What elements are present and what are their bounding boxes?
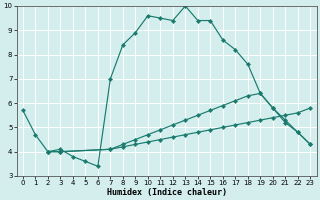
X-axis label: Humidex (Indice chaleur): Humidex (Indice chaleur)	[107, 188, 227, 197]
